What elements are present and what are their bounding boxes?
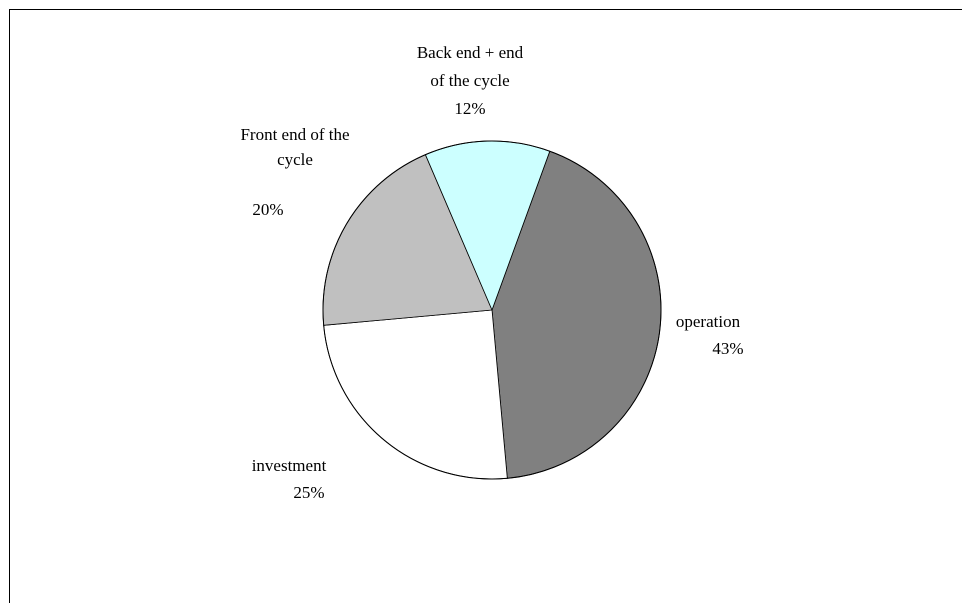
- pie-slice-investment: [323, 309, 508, 480]
- pie-chart: operation 43% investment 25% Front end of th…: [240, 43, 743, 502]
- slice-value-investment: 25%: [293, 483, 324, 502]
- chart-area: operation 43% investment 25% Front end of th…: [9, 9, 962, 603]
- pie-outline: [322, 140, 662, 480]
- slice-label-back-end-end-of-the-cycle-line-2: of the cycle: [430, 71, 509, 90]
- slice-label-investment-line-1: investment: [252, 456, 327, 475]
- slice-label-front-end-of-the-cycle-line-2: cycle: [277, 150, 313, 169]
- pie-slices: [322, 140, 662, 480]
- slice-label-front-end-of-the-cycle-line-1: Front end of the: [240, 125, 349, 144]
- slice-label-operation-line-1: operation: [676, 312, 741, 331]
- slice-value-operation: 43%: [712, 339, 743, 358]
- slice-value-back-end-end-of-the-cycle: 12%: [454, 99, 485, 118]
- slice-value-front-end-of-the-cycle: 20%: [252, 200, 283, 219]
- slice-label-back-end-end-of-the-cycle-line-1: Back end + end: [417, 43, 524, 62]
- pie-labels: operation 43% investment 25% Front end of th…: [240, 43, 743, 502]
